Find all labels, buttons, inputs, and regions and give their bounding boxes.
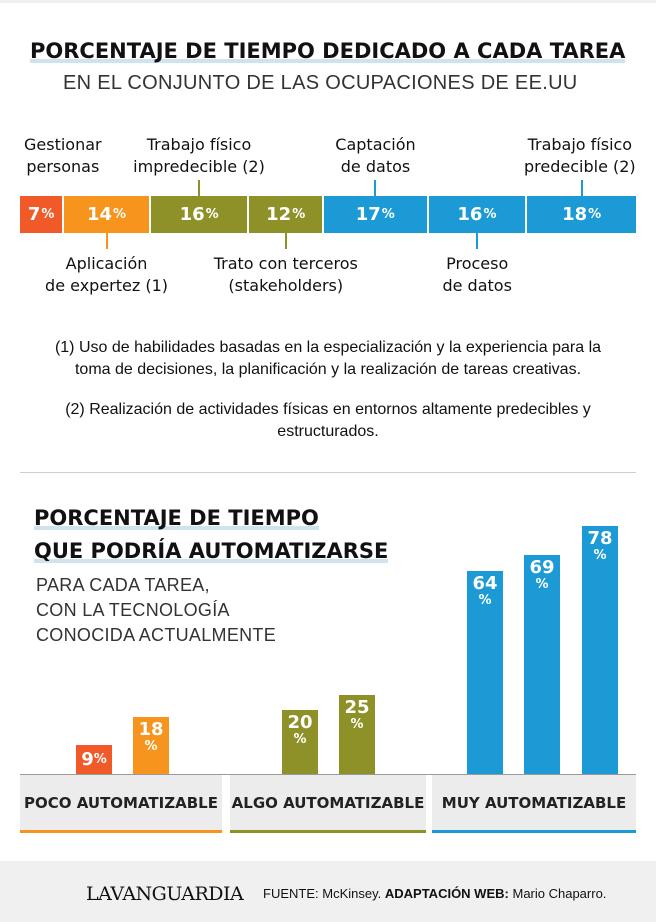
- segment-label: Trabajo físico predecible (2): [524, 134, 636, 178]
- automation-subtitle-line3: CONOCIDA ACTUALMENTE: [36, 625, 277, 645]
- segment-unit: %: [381, 207, 395, 222]
- chart-baseline: [20, 774, 636, 775]
- segment-label-line: (stakeholders): [228, 276, 344, 295]
- stack-segment: 7%: [20, 196, 63, 233]
- segment-unit: %: [588, 207, 602, 222]
- column-unit: %: [144, 738, 158, 754]
- column-bar: 64%: [467, 570, 503, 774]
- adaptation-label: ADAPTACIÓN WEB:: [384, 886, 509, 901]
- segment-value: 14: [86, 204, 113, 225]
- segment-label: Trabajo físico impredecible (2): [133, 134, 265, 178]
- column-value: 20: [287, 712, 313, 734]
- segment-label-line: de datos: [442, 276, 512, 295]
- column-unit: %: [478, 592, 492, 608]
- segment-label-line: de expertez (1): [45, 276, 169, 295]
- segment-value: 16: [457, 204, 483, 225]
- stack-segment: 18%: [527, 196, 636, 233]
- section-divider: [20, 472, 636, 473]
- segment-value: 17: [355, 204, 381, 225]
- column-value: 78: [587, 528, 613, 549]
- column-value: 69: [529, 556, 555, 578]
- segment-unit: %: [483, 207, 497, 222]
- category-label: MUY AUTOMATIZABLE: [432, 775, 636, 833]
- segment-leader-line: [580, 180, 583, 196]
- segment-leader-line: [475, 233, 478, 249]
- column-unit: %: [293, 732, 307, 748]
- segment-label-line: Trato con terceros: [213, 254, 358, 273]
- segment-value: 18: [562, 204, 588, 225]
- segment-leader-line: [374, 180, 377, 196]
- adaptation-value: Mario Chaparro.: [512, 886, 607, 901]
- segment-value: 7: [27, 204, 41, 225]
- column-bar: 9%: [76, 745, 112, 774]
- source-credit: FUENTE: McKinsey. ADAPTACIÓN WEB: Mario …: [263, 886, 606, 901]
- column-unit: %: [593, 548, 607, 563]
- automation-title-line1: PORCENTAJE DE TIEMPO: [34, 506, 319, 530]
- content-card: PORCENTAJE DE TIEMPO DEDICADO A CADA TAR…: [0, 3, 656, 861]
- column-value: 64: [472, 572, 498, 594]
- source-label: FUENTE:: [263, 886, 319, 901]
- column-bar: 20%: [282, 710, 318, 774]
- main-title: PORCENTAJE DE TIEMPO DEDICADO A CADA TAR…: [30, 39, 626, 63]
- segment-unit: %: [41, 207, 55, 222]
- footer: LAVANGUARDIA FUENTE: McKinsey. ADAPTACIÓ…: [0, 862, 656, 922]
- note-2: (2) Realización de actividades físicas e…: [65, 401, 591, 440]
- segment-leader-line: [198, 180, 201, 196]
- column-bar: 18%: [133, 716, 169, 774]
- stack-segment: 14%: [64, 196, 149, 233]
- automation-subtitle-line1: PARA CADA TAREA,: [36, 575, 210, 595]
- segment-label-line: personas: [26, 157, 100, 176]
- segment-unit: %: [292, 207, 306, 222]
- category-label: ALGO AUTOMATIZABLE: [230, 775, 426, 833]
- automation-subtitle-line2: CON LA TECNOLOGÍA: [36, 600, 230, 620]
- segment-unit: %: [205, 207, 219, 222]
- segment-label-line: Trabajo físico: [146, 135, 252, 154]
- segment-label-line: Captación: [335, 135, 416, 154]
- segment-label-line: Trabajo físico: [527, 135, 633, 154]
- column-unit: %: [93, 751, 107, 767]
- segment-label: Trato con terceros (stakeholders): [214, 253, 358, 297]
- segment-leader-line: [105, 233, 108, 249]
- segment-label-line: Gestionar: [24, 135, 102, 154]
- segment-label-line: predecible (2): [524, 157, 636, 176]
- column-value: 9: [81, 748, 94, 770]
- automation-title-line2: QUE PODRÍA AUTOMATIZARSE: [34, 539, 389, 563]
- segment-label: Captación de datos: [335, 134, 415, 178]
- segment-value: 16: [179, 204, 205, 225]
- segment-value: 12: [266, 204, 292, 225]
- stack-segment: 12%: [249, 196, 322, 233]
- category-label: POCO AUTOMATIZABLE: [20, 775, 222, 833]
- source-value: McKinsey.: [322, 886, 382, 901]
- stack-segment: 16%: [428, 196, 526, 233]
- lavanguardia-logo: LAVANGUARDIA: [86, 883, 244, 905]
- stack-segment: 17%: [323, 196, 427, 233]
- segment-label: Aplicación de expertez (1): [45, 253, 168, 297]
- stack-segment: 16%: [150, 196, 248, 233]
- column-value: 25: [344, 696, 370, 718]
- segment-leader-line: [284, 233, 287, 249]
- column-value: 18: [138, 718, 164, 740]
- segment-label: Gestionar personas: [24, 134, 102, 178]
- column-bar: 69%: [524, 554, 560, 774]
- segment-label-line: impredecible (2): [133, 157, 265, 176]
- segment-label-line: de datos: [340, 157, 411, 176]
- segment-label: Proceso de datos: [442, 253, 511, 297]
- segment-label-line: Aplicación: [65, 254, 148, 273]
- column-unit: %: [535, 576, 549, 592]
- column-bar: 25%: [339, 694, 375, 774]
- segment-unit: %: [113, 207, 127, 222]
- column-unit: %: [350, 716, 364, 732]
- main-subtitle: EN EL CONJUNTO DE LAS OCUPACIONES DE EE.…: [63, 72, 578, 94]
- note-1: (1) Uso de habilidades basadas en la esp…: [54, 339, 602, 378]
- column-bar: 78%: [582, 526, 618, 774]
- segment-label-line: Proceso: [446, 254, 509, 273]
